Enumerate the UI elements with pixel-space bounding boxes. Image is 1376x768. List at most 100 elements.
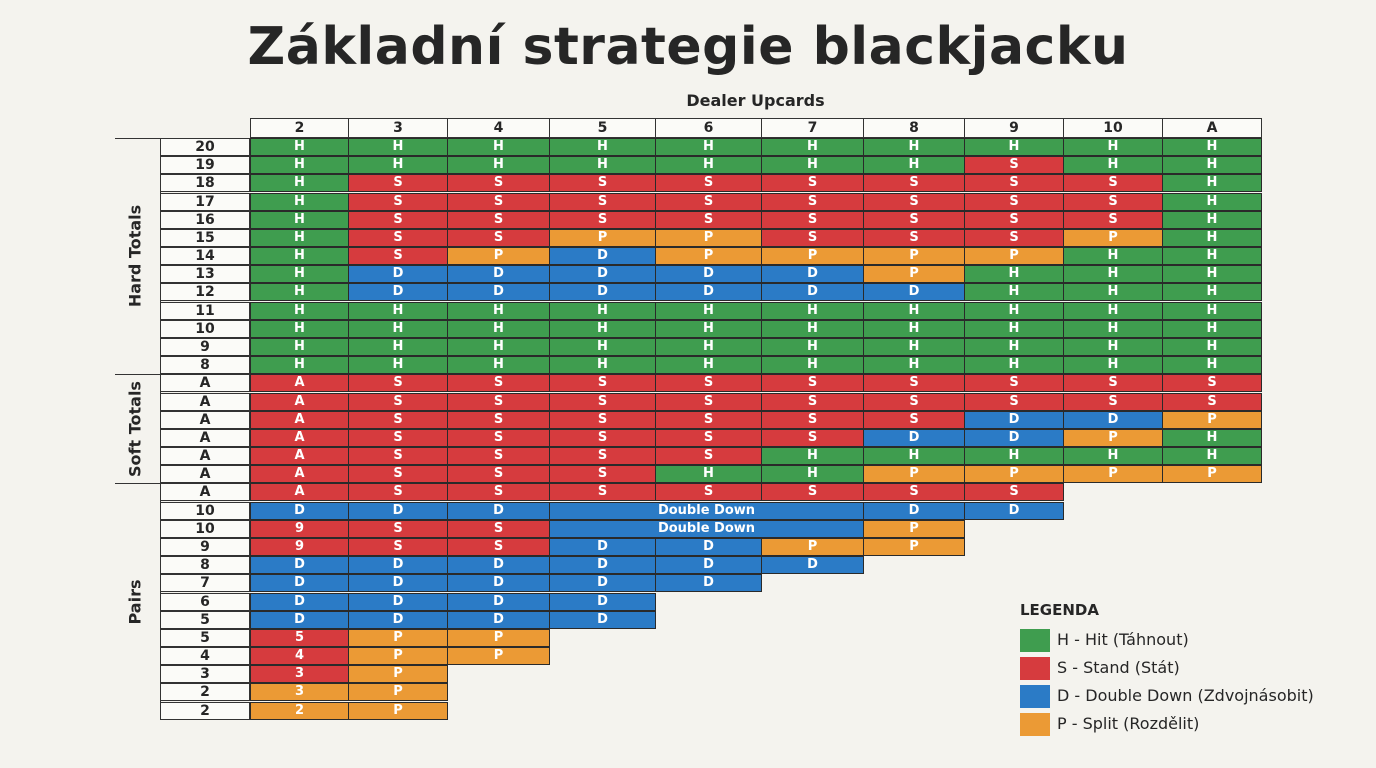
strategy-cell: H (1162, 192, 1262, 211)
strategy-cell: D (250, 610, 349, 629)
row-label: A (160, 483, 250, 502)
strategy-cell: P (348, 683, 448, 702)
strategy-cell: P (761, 537, 864, 556)
strategy-cell: H (863, 156, 965, 175)
strategy-cell: S (1063, 210, 1163, 229)
section-label-text: Pairs (125, 579, 145, 625)
strategy-cell: H (1162, 447, 1262, 466)
row-label: A (160, 428, 250, 447)
strategy-cell: S (447, 174, 550, 193)
row-label: 14 (160, 247, 250, 266)
row-label: A (160, 410, 250, 429)
row-label: 4 (160, 647, 250, 666)
dealer-upcard-header: 4 (447, 118, 550, 138)
strategy-cell: H (549, 301, 656, 320)
strategy-cell: D (549, 247, 656, 266)
strategy-cell: D (348, 283, 448, 302)
strategy-cell: S (655, 374, 762, 393)
strategy-cell: P (863, 537, 965, 556)
strategy-cell: S (447, 374, 550, 393)
row-label: 10 (160, 501, 250, 520)
strategy-cell: D (348, 501, 448, 520)
strategy-cell: D (549, 556, 656, 575)
strategy-cell: D (549, 610, 656, 629)
strategy-cell: H (655, 337, 762, 356)
strategy-cell: H (549, 319, 656, 338)
strategy-cell: S (964, 392, 1064, 411)
strategy-cell: H (863, 319, 965, 338)
strategy-cell: S (348, 447, 448, 466)
strategy-cell: D (447, 610, 550, 629)
strategy-cell: H (863, 447, 965, 466)
strategy-cell: S (549, 374, 656, 393)
strategy-cell: P (1063, 465, 1163, 484)
strategy-cell: D (549, 283, 656, 302)
legend-swatch-double-down (1020, 684, 1050, 708)
strategy-cell: 2 (250, 701, 349, 720)
strategy-cell: S (761, 210, 864, 229)
strategy-cell: H (549, 156, 656, 175)
strategy-cell: D (1063, 410, 1163, 429)
row-label: 5 (160, 610, 250, 629)
strategy-cell: S (964, 228, 1064, 247)
row-label: 17 (160, 192, 250, 211)
dealer-upcard-header: 9 (964, 118, 1064, 138)
strategy-cell: A (250, 483, 349, 502)
strategy-cell: S (863, 410, 965, 429)
strategy-cell: S (761, 192, 864, 211)
strategy-cell: S (348, 483, 448, 502)
legend-label-hit: H - Hit (Táhnout) (1057, 630, 1189, 649)
strategy-cell: D (863, 428, 965, 447)
strategy-cell: H (250, 319, 349, 338)
strategy-cell: S (348, 247, 448, 266)
strategy-cell: S (863, 483, 965, 502)
strategy-cell: H (1063, 138, 1163, 156)
strategy-cell: H (1063, 156, 1163, 175)
strategy-cell: S (549, 465, 656, 484)
strategy-cell: D (250, 556, 349, 575)
strategy-cell-merged: Double Down (549, 519, 864, 538)
dealer-upcard-header: 6 (655, 118, 762, 138)
strategy-cell: H (250, 283, 349, 302)
strategy-cell: H (761, 301, 864, 320)
strategy-cell: S (964, 483, 1064, 502)
strategy-cell: H (761, 319, 864, 338)
strategy-cell: H (863, 301, 965, 320)
strategy-cell: 5 (250, 628, 349, 647)
strategy-cell: P (549, 228, 656, 247)
strategy-cell: H (1063, 319, 1163, 338)
strategy-cell: D (964, 501, 1064, 520)
strategy-cell: D (447, 283, 550, 302)
strategy-cell: H (348, 138, 448, 156)
strategy-cell: P (863, 265, 965, 284)
strategy-cell: S (447, 465, 550, 484)
strategy-cell: A (250, 428, 349, 447)
legend-item-split: P - Split (Rozdělit) (1020, 710, 1314, 738)
strategy-cell: H (447, 337, 550, 356)
strategy-cell: D (549, 265, 656, 284)
strategy-cell: H (250, 192, 349, 211)
strategy-cell: D (863, 283, 965, 302)
strategy-cell: S (655, 410, 762, 429)
strategy-cell: D (447, 592, 550, 611)
strategy-cell: H (1162, 174, 1262, 193)
strategy-cell: S (863, 210, 965, 229)
strategy-cell: S (447, 410, 550, 429)
strategy-cell: S (348, 537, 448, 556)
strategy-cell: H (761, 138, 864, 156)
row-label: 16 (160, 210, 250, 229)
strategy-cell: H (1162, 210, 1262, 229)
strategy-cell: D (549, 537, 656, 556)
strategy-cell: S (964, 174, 1064, 193)
strategy-cell: H (1162, 228, 1262, 247)
strategy-cell: S (447, 537, 550, 556)
strategy-cell: D (761, 265, 864, 284)
strategy-cell: H (655, 138, 762, 156)
strategy-cell: 4 (250, 647, 349, 666)
strategy-cell: H (1162, 428, 1262, 447)
strategy-cell: S (1063, 374, 1163, 393)
strategy-cell: S (863, 192, 965, 211)
strategy-cell: S (655, 210, 762, 229)
section-divider (115, 483, 160, 484)
row-label: 20 (160, 138, 250, 156)
